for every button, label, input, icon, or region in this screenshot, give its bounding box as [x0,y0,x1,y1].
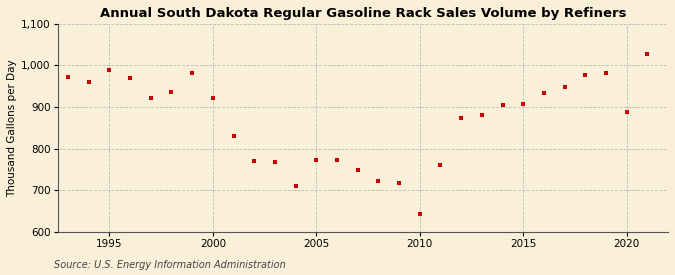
Point [477,113,487,118]
Title: Annual South Dakota Regular Gasoline Rack Sales Volume by Refiners: Annual South Dakota Regular Gasoline Rac… [100,7,626,20]
Point [269,160,280,164]
Point [435,163,446,167]
Point [145,96,156,100]
Point [187,71,198,75]
Point [580,72,591,77]
Point [331,158,342,162]
Point [352,168,363,172]
Point [125,75,136,80]
Point [539,91,549,95]
Point [207,96,218,100]
Y-axis label: Thousand Gallons per Day: Thousand Gallons per Day [7,59,17,197]
Point [559,85,570,89]
Text: Source: U.S. Energy Information Administration: Source: U.S. Energy Information Administ… [54,260,286,270]
Point [228,134,239,138]
Point [290,184,301,188]
Point [373,178,384,183]
Point [394,181,404,185]
Point [414,212,425,216]
Point [518,101,529,106]
Point [104,67,115,72]
Point [497,103,508,107]
Point [63,75,74,79]
Point [311,158,322,162]
Point [249,159,260,163]
Point [83,80,94,84]
Point [166,89,177,94]
Point [621,110,632,114]
Point [601,71,612,76]
Point [456,116,466,120]
Point [642,52,653,56]
